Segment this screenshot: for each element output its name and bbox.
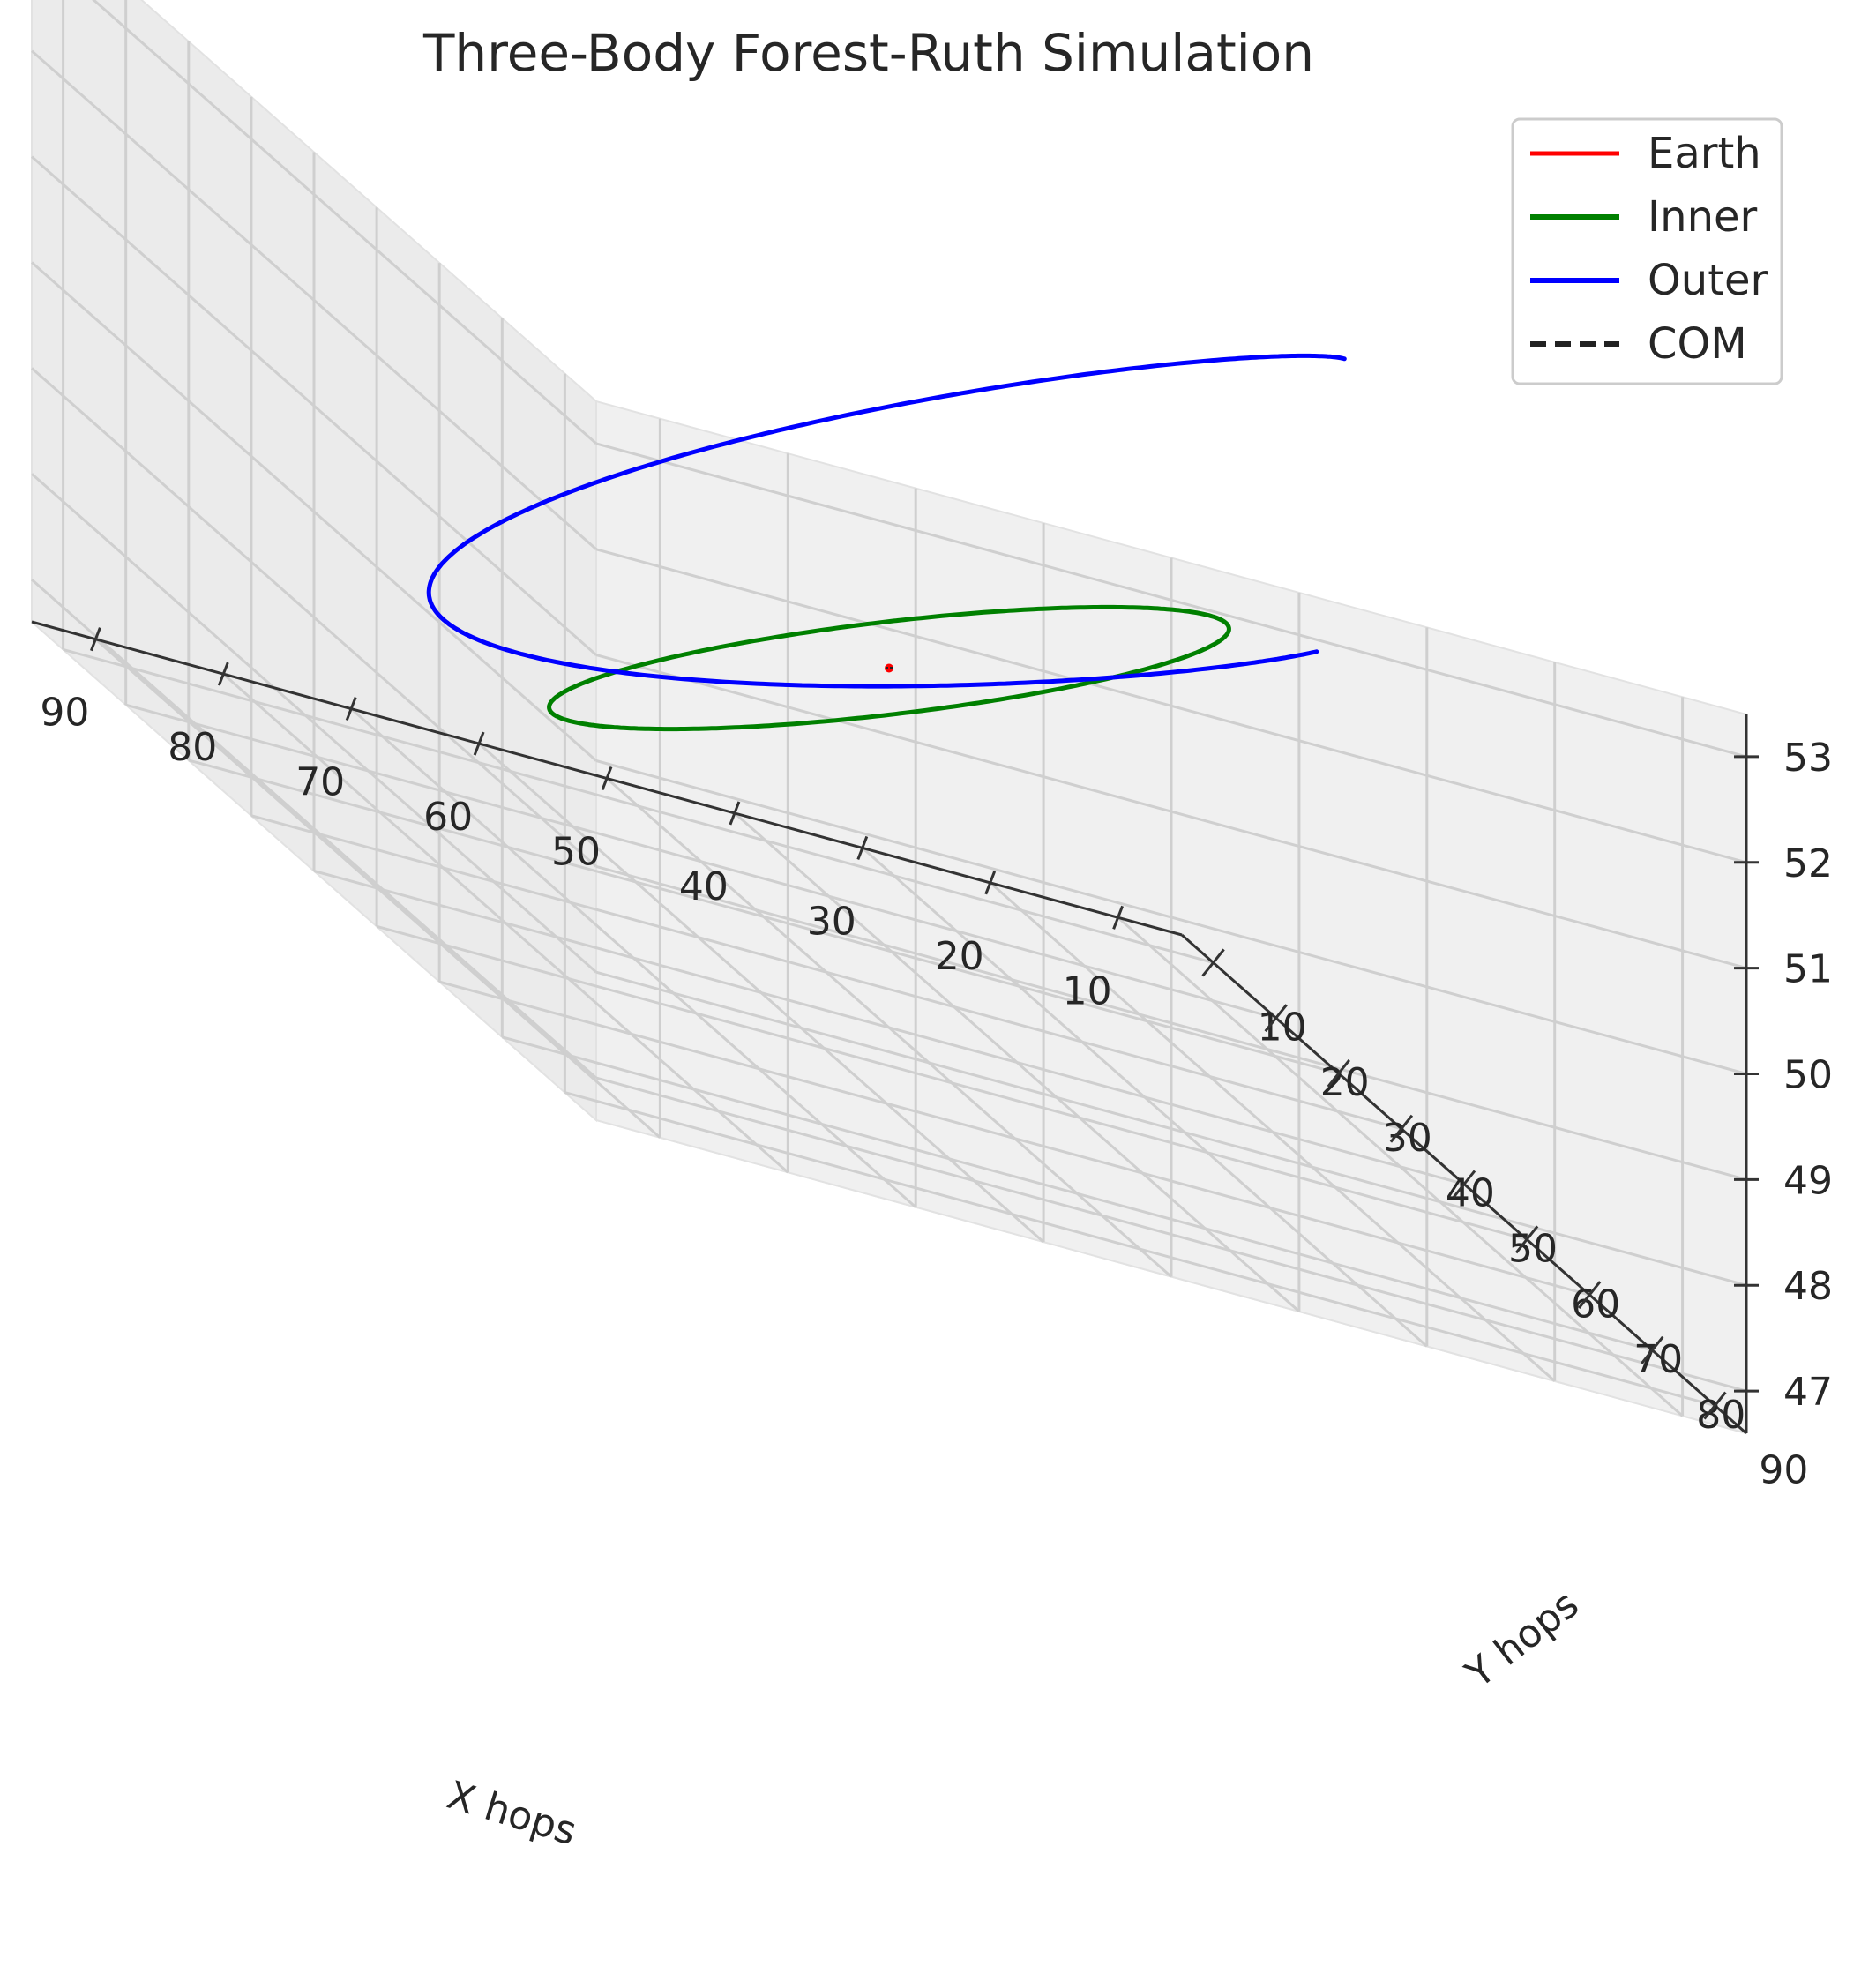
grid-line-z-right-wall [595,864,1747,1181]
y-tick-label: 90 [1759,1448,1808,1493]
grid-line-z-left-wall [31,261,597,762]
x-tick-mark [1112,905,1124,930]
grid-line-y-floor [501,1035,1653,1352]
x-tick-label: 80 [168,725,217,770]
x-tick-label: 20 [935,934,984,979]
series-layer [426,353,1347,732]
x-tick-label: 10 [1063,968,1112,1013]
x-tick-mark [856,835,869,860]
x-tick-label: 90 [40,691,89,736]
z-tick-label: 48 [1783,1264,1833,1309]
y-tick-mark [1703,1391,1727,1420]
grid-line-y-floor [250,814,1402,1131]
x-tick-label: 40 [679,864,729,909]
grid-line-y-floor [313,870,1465,1185]
grid-line-y-floor [438,980,1590,1297]
grid-line-y-floor [63,647,1214,964]
grid-line-z-left-wall [31,473,597,974]
grid-line-y-floor [376,924,1528,1241]
grid-line-z-left-wall [31,367,597,868]
y-tick-mark [1327,1058,1350,1088]
grid-line-z-left-wall [92,0,597,445]
grid-line-z-right-wall [595,548,1747,864]
x-tick-label: 30 [807,899,856,944]
grid-line-z-right-wall [595,1076,1747,1393]
legend-label-inner: Inner [1648,192,1758,242]
grid-line-y-floor [564,1091,1715,1408]
series-earth-marker [885,663,893,673]
legend-label-com: COM [1648,319,1747,369]
y-tick-mark [1514,1225,1539,1254]
grid-line-z-left-wall [31,155,597,656]
x-tick-mark [473,731,485,756]
z-tick-label: 50 [1783,1053,1833,1098]
z-tick-label: 51 [1783,947,1833,992]
x-tick-label: 70 [295,760,345,805]
x-tick-mark [345,697,357,721]
y-tick-mark [1578,1281,1602,1310]
z-tick-label: 52 [1783,841,1833,886]
grid-line-y-floor [125,703,1277,1020]
x-tick-mark [89,627,101,652]
chart-title: Three-Body Forest-Ruth Simulation [422,23,1314,83]
grid-line-z-right-wall [595,654,1747,970]
z-tick-label: 53 [1783,736,1833,781]
x-tick-mark [984,871,997,895]
y-tick-mark [1264,1004,1288,1033]
x-tick-mark [601,766,613,791]
legend-label-earth: Earth [1648,129,1761,178]
y-tick-mark [1201,948,1225,977]
y-tick-label: 20 [1320,1060,1370,1105]
y-tick-mark [1641,1335,1664,1364]
grid-line-z-right-wall [595,970,1747,1287]
grid-lines [31,0,1747,1417]
y-tick-mark [1389,1114,1414,1143]
grid-line-z-left-wall [31,578,597,1080]
legend-label-outer: Outer [1648,256,1768,305]
grid-line-y-floor [188,759,1340,1075]
series-outer-line [426,353,1347,689]
z-tick-label: 47 [1783,1370,1833,1415]
grid-line-z-right-wall [595,759,1747,1075]
x-tick-label: 60 [423,795,473,840]
legend-frame [1511,117,1783,385]
legend: Earth Inner Outer COM [1511,117,1783,385]
y-tick-label: 70 [1633,1337,1683,1382]
x-tick-mark [729,801,741,826]
y-tick-mark [1452,1170,1476,1199]
x-tick-label: 50 [551,830,601,875]
grid-line-z-right-wall [595,442,1747,759]
x-tick-mark [217,662,229,686]
grid-line-z-left-wall [31,49,597,550]
axis-ticks: 1020304050607080901020304050607080904748… [40,627,1833,1493]
z-tick-label: 49 [1783,1158,1833,1203]
